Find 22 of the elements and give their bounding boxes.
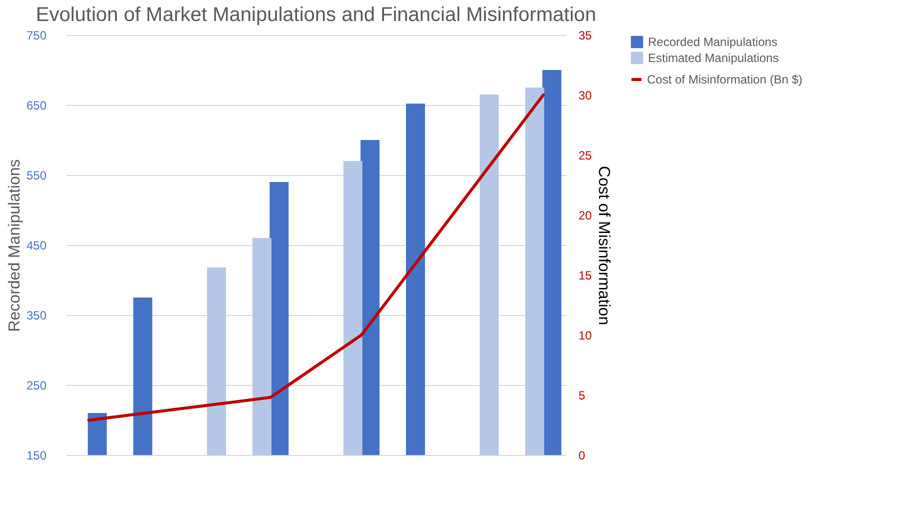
y-tick-label: 650 [26,98,47,112]
y-tick-label: 550 [26,168,47,182]
y2-tick-label: 20 [578,208,592,222]
y2-tick-label: 10 [578,328,592,342]
y2-tick-label: 25 [578,148,592,162]
line-series [87,94,545,422]
y-tick-label: 150 [26,448,47,462]
y-tick-label: 750 [26,28,47,42]
y-tick-label: 250 [26,378,47,392]
y2-axis-title: Cost of Misinformation [594,166,612,326]
y2-tick-label: 0 [578,448,586,462]
y-tick-label: 450 [26,238,47,252]
y2-tick-label: 5 [578,388,586,402]
chart-title: Evolution of Market Manipulations and Financial Misinformation [36,4,596,26]
y2-tick-label: 30 [578,88,592,102]
legend-label: Cost of Misinformation (Bn $) [647,72,802,86]
y2-tick-label: 15 [578,268,592,282]
y-tick-label: 350 [26,308,47,322]
legend-label: Recorded Manipulations [648,35,778,49]
y-axis-title: Recorded Manipulations [6,159,24,332]
legend-label: Estimated Manipulations [648,51,779,65]
y2-tick-label: 35 [578,28,592,42]
